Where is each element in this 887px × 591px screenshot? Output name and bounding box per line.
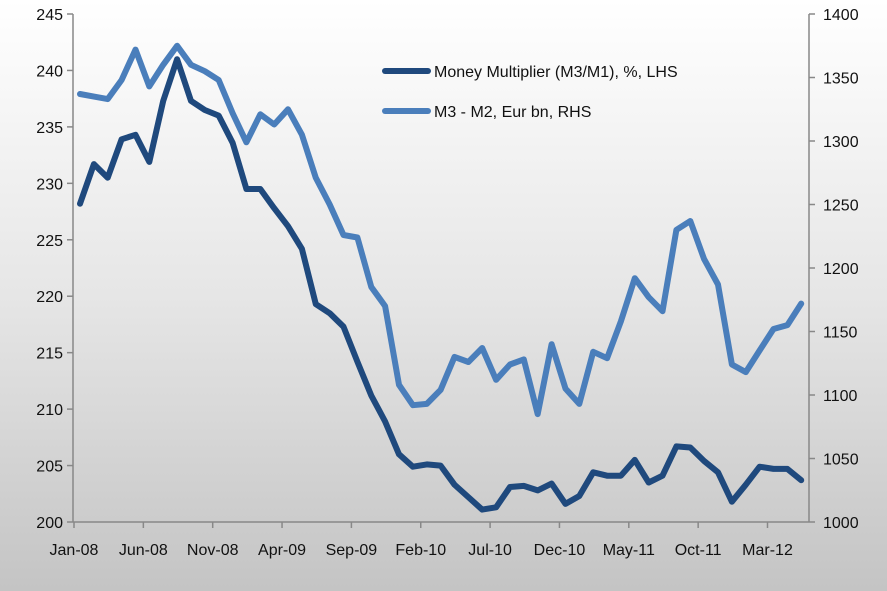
right-tick-label: 1300 xyxy=(823,134,859,151)
x-tick-label: Jan-08 xyxy=(50,542,99,559)
right-tick-label: 1350 xyxy=(823,71,859,88)
x-tick-label: May-11 xyxy=(603,542,655,559)
series-lines xyxy=(77,42,805,513)
right-tick-label: 1100 xyxy=(823,388,858,405)
series-line-0 xyxy=(77,56,805,513)
x-tick-label: Jul-10 xyxy=(468,542,512,559)
left-tick-label: 235 xyxy=(36,120,63,137)
x-tick-label: Jun-08 xyxy=(119,542,168,559)
x-tick-label: Oct-11 xyxy=(675,542,722,559)
right-tick-label: 1250 xyxy=(823,198,859,215)
left-tick-label: 225 xyxy=(36,233,63,250)
left-tick-label: 240 xyxy=(36,63,63,80)
x-tick-label: Mar-12 xyxy=(742,542,793,559)
x-tick-label: Dec-10 xyxy=(534,542,586,559)
right-tick-label: 1150 xyxy=(823,325,858,342)
left-tick-label: 215 xyxy=(36,346,63,363)
left-tick-label: 245 xyxy=(36,7,63,24)
legend-label-m3m2: M3 - M2, Eur bn, RHS xyxy=(434,104,591,121)
right-tick-label: 1400 xyxy=(823,7,859,24)
x-tick-label: Nov-08 xyxy=(187,542,239,559)
legend-label-multiplier: Money Multiplier (M3/M1), %, LHS xyxy=(434,64,678,81)
right-tick-label: 1200 xyxy=(823,261,859,278)
axes: 200 205 210 215 220 225 230 235 240 245 1000 1050 11… xyxy=(36,7,858,559)
x-tick-label: Sep-09 xyxy=(326,542,378,559)
right-tick-label: 1000 xyxy=(823,515,859,532)
legend: Money Multiplier (M3/M1), %, LHS M3 - M2… xyxy=(382,64,678,121)
left-tick-label: 220 xyxy=(36,289,63,306)
right-tick-label: 1050 xyxy=(823,452,859,469)
left-tick-label: 205 xyxy=(36,459,63,476)
left-tick-label: 210 xyxy=(36,402,63,419)
left-tick-label: 230 xyxy=(36,176,63,193)
x-tick-label: Apr-09 xyxy=(258,542,306,559)
x-tick-label: Feb-10 xyxy=(395,542,446,559)
series-line-1 xyxy=(77,42,805,418)
left-tick-label: 200 xyxy=(36,515,63,532)
